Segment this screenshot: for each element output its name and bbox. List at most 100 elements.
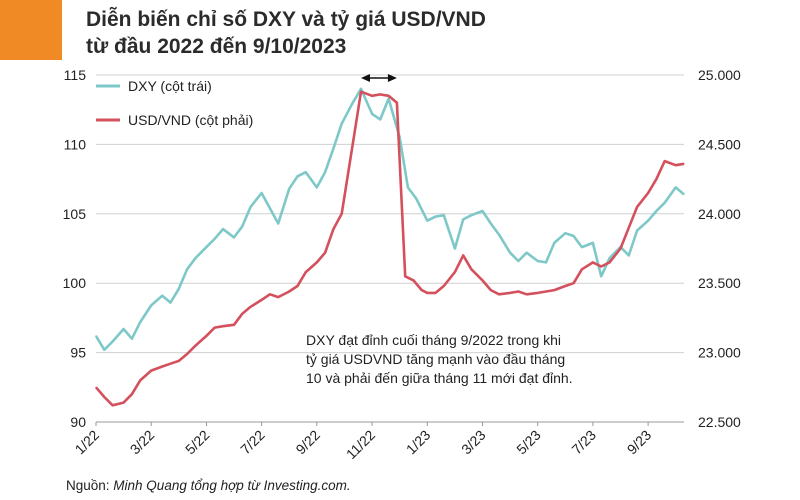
x-tick-label: 7/23 [568,427,599,458]
data-point [250,206,252,208]
title-line-1: Diễn biến chỉ số DXY và tỷ giá USD/VND [86,8,486,31]
annotation-line-2: tỷ giá USDVND tăng mạnh vào đầu tháng [306,351,565,367]
source-prefix: Nguồn: [66,478,114,493]
data-point [214,238,216,240]
data-point [305,171,307,173]
data-point [573,282,575,284]
data-point [178,288,180,290]
data-point [261,299,263,301]
data-point [95,386,97,388]
data-point [139,321,141,323]
data-point [564,232,566,234]
data-point [194,257,196,259]
data-point [186,353,188,355]
x-tick-label: 11/22 [343,427,379,463]
data-point [481,279,484,281]
data-point [131,393,133,395]
data-point [123,328,125,330]
data-point [553,289,555,291]
data-point [296,175,299,177]
data-point [178,360,180,362]
data-point [537,260,539,262]
data-point [352,102,354,104]
data-point [277,296,279,298]
data-point [288,290,290,293]
data-point [269,207,271,209]
data-point [296,285,299,287]
data-point [214,327,216,329]
data-point [241,313,243,315]
data-point [169,302,172,304]
y-right-tick-label: 22.500 [698,414,741,430]
data-point [241,225,243,227]
legend: DXY (cột trái) USD/VND (cột phải) [96,78,253,128]
data-point [664,160,666,162]
data-point [222,325,224,327]
data-point [371,95,373,97]
data-point [664,202,666,204]
annotation-line-1: DXY đạt đỉnh cuối tháng 9/2022 trong khi [306,332,561,348]
data-point [150,370,152,372]
data-point [647,192,649,194]
annotation: DXY đạt đỉnh cuối tháng 9/2022 trong khi… [306,332,573,386]
x-tick-label: 7/22 [237,427,268,458]
data-point [388,95,390,97]
data-point [683,163,685,165]
data-point [150,304,152,306]
data-point [655,178,658,180]
grid-lines [96,74,684,354]
data-point [250,306,252,308]
y-right-tick-label: 23.000 [698,345,741,361]
data-point [683,193,685,195]
data-point [139,379,141,381]
legend-label-dxy: DXY (cột trái) [128,78,212,94]
y-left-tick-label: 115 [64,67,87,83]
data-point [233,324,235,326]
data-point [161,295,163,297]
data-point [421,289,423,291]
data-point [434,292,437,294]
data-point [573,235,575,237]
arrow-head-left [361,74,371,82]
series-line-usdvnd [95,90,685,407]
data-point [371,113,373,115]
data-point [490,289,492,291]
data-point [545,290,547,293]
title-line-2: từ đầu 2022 đến 9/10/2023 [86,35,347,58]
data-point [341,123,343,125]
data-point [103,396,105,398]
data-point [553,242,555,244]
data-point [426,292,428,294]
data-point [103,349,105,351]
data-point [261,192,263,194]
y-axis-right: 25.000 24.500 24.000 23.500 23.000 22.500 [698,67,741,430]
data-point [161,365,163,368]
data-point [112,404,114,406]
data-point [454,271,456,273]
data-point [592,242,594,244]
data-point [564,285,566,287]
data-point [509,292,511,294]
data-point [316,186,318,188]
arrow-head-right [387,74,397,82]
data-point [628,254,630,256]
data-point [205,335,207,337]
x-tick-label: 5/22 [182,427,213,458]
peak-range-arrow [361,74,397,82]
data-point [404,275,406,277]
data-point [379,118,381,120]
data-point [434,216,437,218]
source-note: Nguồn: Minh Quang tổng hợp từ Investing.… [66,478,351,493]
y-left-tick-label: 95 [70,345,86,361]
y-right-tick-label: 24.000 [698,206,741,222]
x-tick-label: 5/23 [513,427,544,458]
data-point [186,268,188,270]
y-left-tick-label: 100 [63,275,87,291]
data-point [222,228,224,230]
data-point [526,252,528,254]
series-line-dxy [94,87,685,352]
y-axis-left: 115 110 105 100 95 90 [63,67,87,430]
data-point [600,265,602,268]
data-point [454,247,456,250]
